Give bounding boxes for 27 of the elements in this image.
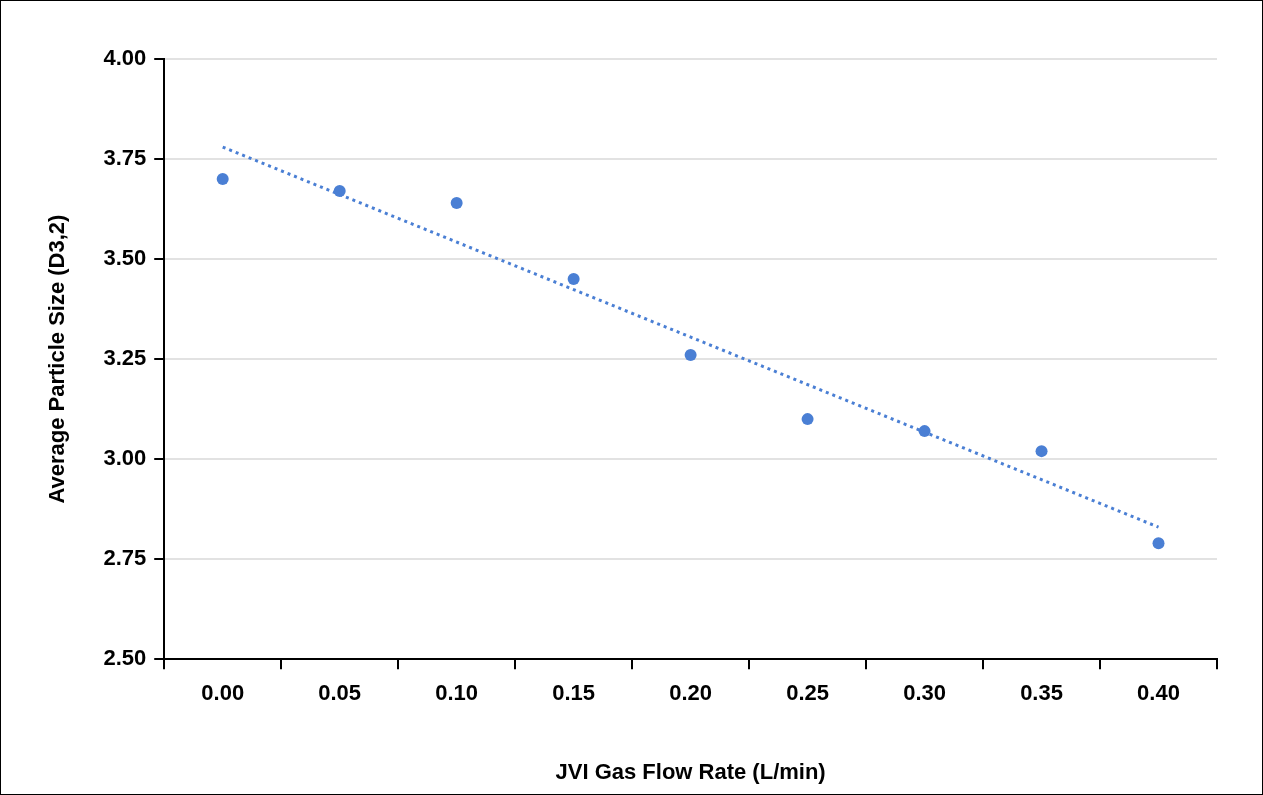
point: [684, 349, 697, 362]
point: [801, 413, 814, 426]
x-tick-label: 0.15: [552, 680, 596, 706]
x-axis-title: JVI Gas Flow Rate (L/min): [555, 758, 826, 784]
x-tick-label: 0.35: [1020, 680, 1063, 706]
point: [333, 185, 346, 198]
y-tick-label: 2.50: [103, 645, 147, 671]
x-tick-label: 0.25: [786, 680, 829, 706]
y-tick-label: 3.75: [103, 145, 147, 171]
y-tick-label: 2.75: [103, 545, 147, 571]
x-tick-label: 0.10: [435, 680, 479, 706]
x-tick-label: 0.00: [201, 680, 245, 706]
point: [216, 173, 229, 186]
y-axis-title: Average Particle Size (D3,2): [44, 214, 70, 504]
point: [567, 273, 580, 286]
x-tick-label: 0.20: [669, 680, 713, 706]
y-tick-label: 3.00: [103, 445, 147, 471]
y-tick-label: 3.50: [103, 245, 147, 271]
x-tick-label: 0.05: [318, 680, 362, 706]
point: [1152, 537, 1165, 550]
point: [450, 197, 463, 210]
y-tick-label: 3.25: [103, 345, 147, 371]
x-tick-label: 0.30: [903, 680, 946, 706]
point: [918, 425, 931, 438]
point: [1035, 445, 1048, 458]
x-tick-label: 0.40: [1137, 680, 1180, 706]
y-tick-label: 4.00: [103, 45, 147, 71]
